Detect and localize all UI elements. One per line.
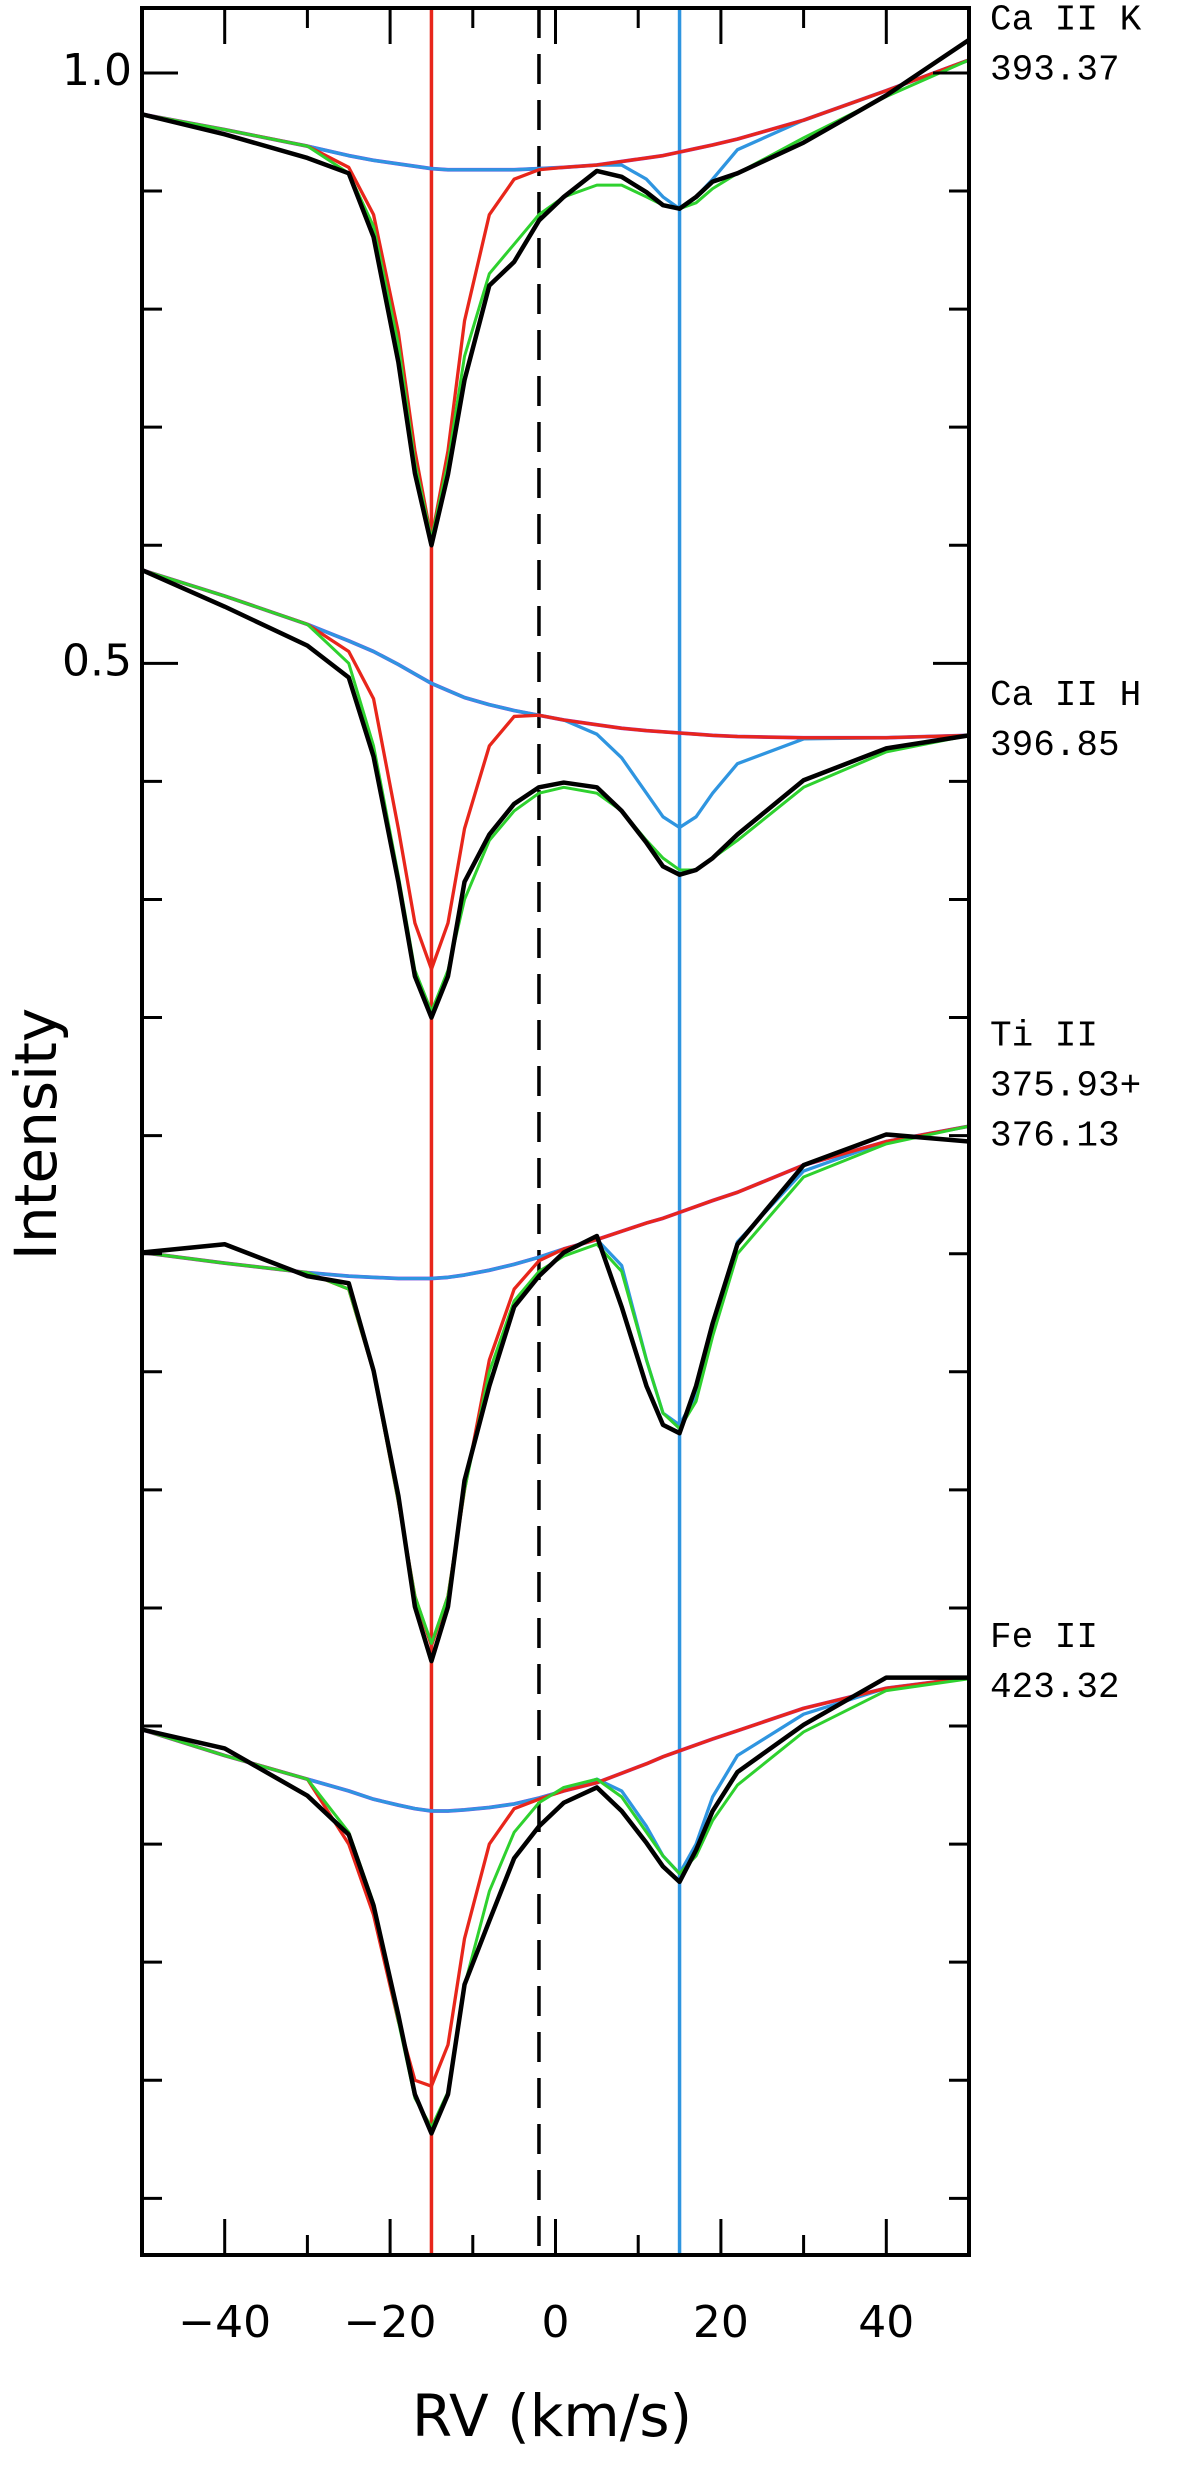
- panel-label: Ti II: [990, 1016, 1098, 1057]
- spectrum-line: [141, 568, 970, 740]
- x-axis-label: RV (km/s): [412, 2382, 692, 2450]
- panel-label: Ca II K: [990, 0, 1142, 40]
- spectrum-line: [141, 567, 970, 1020]
- spectrum-line: [141, 58, 970, 172]
- spectrum-line: [141, 38, 971, 548]
- panel-label: Ca II H: [990, 675, 1141, 716]
- spectrum-line: [141, 1677, 970, 2129]
- spectrum-line: [141, 1675, 970, 1876]
- x-tick-label: 20: [693, 2297, 749, 2348]
- spectrum-line: [141, 1124, 970, 1427]
- panel-label: 376.13: [990, 1116, 1120, 1157]
- spectrum-line: [141, 58, 970, 211]
- y-tick-label: 0.5: [62, 635, 132, 686]
- spectrum-line: [141, 1675, 969, 2136]
- spectrum-line: [141, 1132, 970, 1664]
- spectrum-line: [141, 1124, 970, 1648]
- spectrum-line: [141, 1124, 970, 1645]
- spectrum-line: [141, 58, 970, 541]
- spectrum-line: [141, 1675, 970, 2088]
- x-tick-label: −20: [344, 2297, 437, 2348]
- x-tick-label: 0: [542, 2297, 570, 2348]
- panel-label: Fe II: [990, 1617, 1098, 1658]
- panel-label: 423.32: [990, 1667, 1120, 1708]
- plot-frame: [140, 6, 971, 2257]
- y-axis-label: Intensity: [2, 1008, 70, 1260]
- panel-label: 375.93+: [990, 1066, 1141, 1107]
- panel-label: 393.37: [990, 49, 1120, 90]
- spectrum-line: [141, 58, 970, 541]
- panel-label: 396.85: [990, 725, 1120, 766]
- spectrum-line: [141, 568, 970, 971]
- x-tick-label: 40: [858, 2297, 914, 2348]
- spectrum-line: [141, 568, 970, 1014]
- y-tick-label: 1.0: [62, 45, 132, 96]
- x-tick-label: −40: [178, 2297, 271, 2348]
